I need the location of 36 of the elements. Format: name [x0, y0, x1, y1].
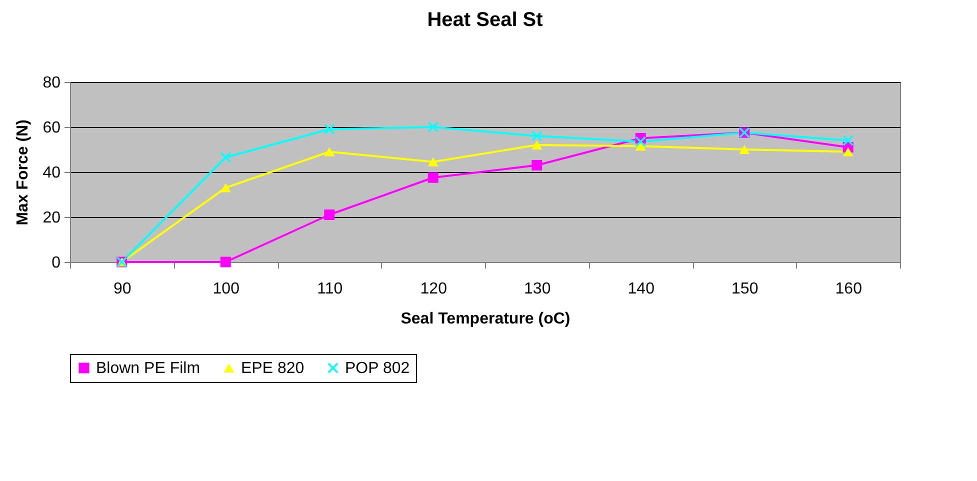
point	[324, 147, 335, 156]
point	[428, 172, 438, 183]
point	[739, 144, 750, 154]
point	[324, 124, 335, 134]
point	[220, 152, 231, 163]
legend-label: Blown PE Film	[96, 360, 200, 377]
x-tick-label: 120	[420, 280, 448, 298]
legend-label: EPE 820	[241, 360, 304, 377]
x-tick-label: 100	[212, 280, 240, 298]
x-axis-title: Seal Temperature (oC)	[400, 310, 570, 328]
chart-title: Heat Seal St	[427, 9, 544, 31]
y-tick-label: 40	[42, 164, 61, 182]
y-axis-title: Max Force (N)	[14, 120, 32, 226]
y-tick-label: 20	[42, 210, 61, 226]
point	[635, 136, 646, 147]
point	[532, 160, 542, 170]
y-tick-label: 80	[42, 74, 61, 92]
point	[842, 147, 854, 156]
point	[220, 256, 231, 268]
point	[428, 122, 438, 132]
x-tick-label: 130	[524, 280, 551, 298]
point	[532, 130, 542, 142]
point	[532, 140, 542, 150]
y-tick-label: 0	[52, 254, 61, 272]
point	[220, 183, 231, 192]
x-tick-label: 140	[628, 280, 655, 298]
point	[428, 157, 438, 166]
point	[842, 135, 854, 146]
x-tick-label: 150	[732, 280, 758, 298]
x-tick-label: 110	[317, 280, 343, 298]
y-tick-label: 60	[42, 120, 61, 136]
point	[635, 142, 646, 151]
x-tick-label: 160	[835, 280, 862, 298]
x-tick-label: 90	[113, 280, 132, 298]
legend-label: POP 802	[345, 360, 410, 377]
point	[324, 210, 335, 220]
